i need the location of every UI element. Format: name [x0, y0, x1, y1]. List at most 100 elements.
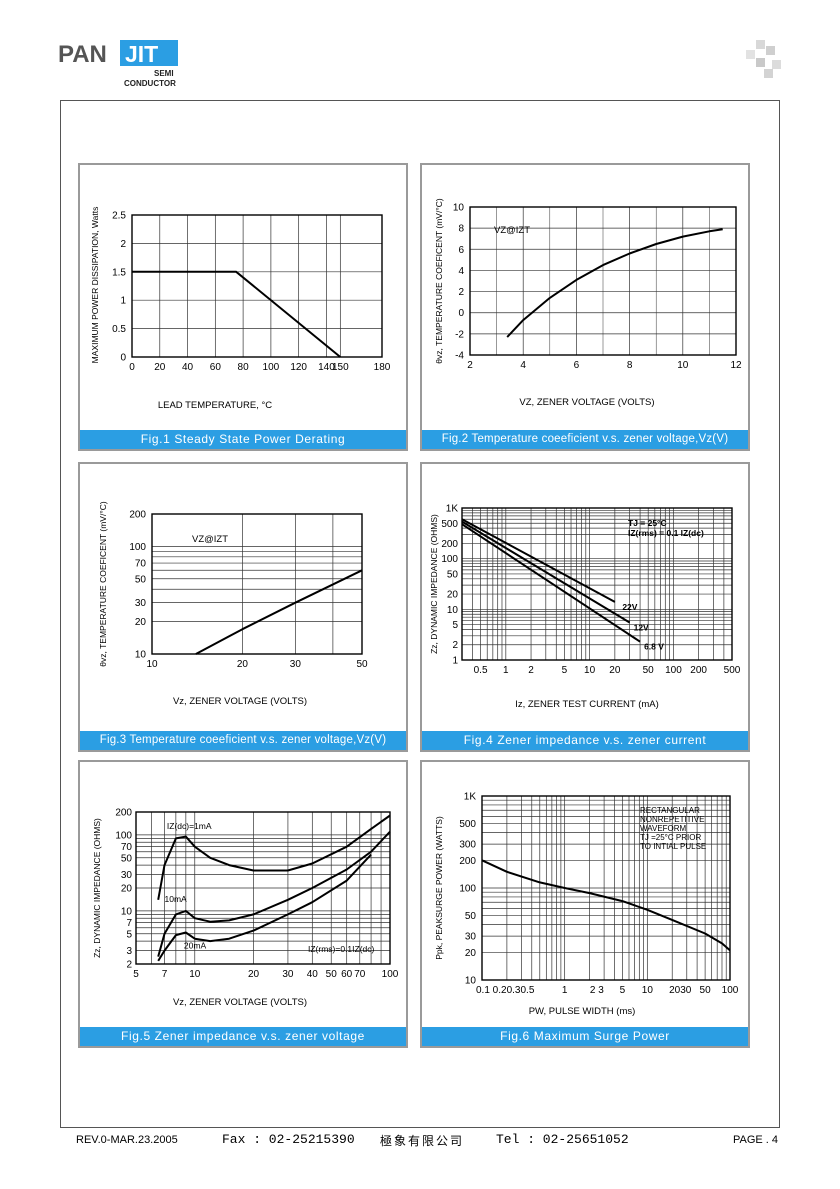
series-line	[157, 853, 372, 962]
y-tick-label: 200	[459, 856, 476, 867]
series-line	[461, 523, 641, 643]
y-axis-label: θvz, TEMPERATURE COEFICENT (mV/°C)	[98, 501, 108, 667]
x-tick-label: 20	[248, 969, 260, 980]
y-tick-label: 200	[115, 808, 132, 819]
y-tick-label: 30	[135, 598, 147, 609]
series-line	[157, 831, 391, 957]
y-tick-label: 70	[135, 559, 147, 570]
figure-3-chart: 10 20 30 50 10 20 30 50 70 100 200 Vz, ZENER VOLTAG…	[98, 501, 368, 707]
y-axis-label: θvz, TEMPERATURE COEFICENT (mV/°C)	[434, 198, 444, 364]
figure-3-caption: Fig.3 Temperature coeeficient v.s. zener…	[80, 731, 406, 750]
x-tick-label: 60	[341, 969, 353, 980]
x-axis-label: VZ, ZENER VOLTAGE (VOLTS)	[519, 397, 654, 408]
x-tick-label: 4	[520, 360, 526, 371]
x-tick-label: 10	[189, 969, 201, 980]
figure-1-caption: Fig.1 Steady State Power Derating	[80, 430, 406, 449]
x-tick-label: 100	[665, 665, 682, 676]
y-tick-label: 70	[121, 842, 133, 853]
y-tick-label: 50	[465, 911, 477, 922]
x-tick-label: 50	[326, 969, 338, 980]
y-tick-label: 200	[129, 510, 146, 521]
annotation-text: IZ(rms)=0.1IZ(dc)	[308, 944, 375, 954]
figure-5-chart: 5 7 10 20 30 40 50 60 70 10023571020305070100200V…	[92, 808, 399, 1009]
y-tick-label: 6	[458, 245, 464, 256]
y-tick-label: 20	[121, 884, 133, 895]
x-tick-label: 2030	[669, 985, 692, 996]
x-tick-label: 100	[263, 362, 280, 373]
x-tick-label: 2 3	[590, 985, 604, 996]
x-tick-label: 140	[318, 362, 335, 373]
y-tick-label: 8	[458, 224, 464, 235]
x-axis-label: LEAD TEMPERATURE, °C	[158, 400, 272, 411]
y-tick-label: 2.5	[112, 211, 126, 222]
x-tick-label: 20	[237, 659, 249, 670]
y-axis-label: Zz, DYNAMIC IMPEDANCE (OHMS)	[429, 514, 439, 654]
y-tick-label: 4	[458, 266, 464, 277]
y-tick-label: 1	[120, 296, 126, 307]
figure-2-chart: 2 4 6 8 10 12 -4 -2 0 2 4 6 8 10 VZ, ZENER VOLTAGE (VO…	[434, 198, 742, 408]
figure-5-panel: 5 7 10 20 30 40 50 60 70 100 2 3 5 7 10 20 30 50 70 100 200 V…	[78, 760, 408, 1048]
x-tick-label: 120	[290, 362, 307, 373]
series-line	[461, 520, 631, 624]
y-tick-label: 0	[120, 353, 126, 364]
y-axis-label: MAXIMUM POWER DISSIPATION, Watts	[90, 207, 100, 364]
figure-5-caption: Fig.5 Zener impedance v.s. zener voltage	[80, 1027, 406, 1046]
y-tick-label: 1K	[446, 504, 459, 515]
y-tick-label: 500	[441, 519, 458, 530]
logo-badge	[120, 40, 178, 66]
y-tick-label: 2	[458, 287, 464, 298]
plot-frame	[469, 206, 737, 356]
x-tick-label: 200	[690, 665, 707, 676]
y-tick-label: 50	[121, 853, 133, 864]
x-tick-label: 5	[620, 985, 626, 996]
logo-text-jit: JIT	[125, 41, 158, 67]
decorative-squares-icon	[746, 40, 781, 78]
logo-text-pan: PAN	[58, 41, 107, 68]
y-tick-label: 10	[453, 203, 465, 214]
logo-text-conductor: CONDUCTOR	[124, 79, 176, 88]
x-tick-label: 80	[238, 362, 250, 373]
figure-6-panel: 0.1 0.20.30.5 1 2 3 5 10 2030 50 100 10 20 30 50 100…	[420, 760, 750, 1048]
y-tick-label: 10	[447, 605, 459, 616]
x-tick-label: 12	[730, 360, 742, 371]
x-tick-label: 20	[609, 665, 621, 676]
series-label: 6.8 V	[644, 642, 664, 652]
series-line	[195, 569, 363, 655]
annotation-text: TJ = 25°C	[628, 518, 667, 528]
x-axis-label: Vz, ZENER VOLTAGE (VOLTS)	[173, 997, 307, 1008]
series-label: IZ(dc)=1mA	[167, 821, 212, 831]
y-tick-label: 50	[135, 574, 147, 585]
x-axis-label: Iz, ZENER TEST CURRENT (mA)	[515, 699, 659, 710]
annotation-text: TO INTIAL PULSE	[640, 842, 706, 851]
series-line	[481, 859, 731, 952]
series-label: 20mA	[184, 940, 207, 950]
x-tick-label: 10	[642, 985, 654, 996]
series-line	[157, 814, 391, 900]
y-tick-label: 500	[459, 819, 476, 830]
x-tick-label: 10	[677, 360, 689, 371]
fax-number: Fax : 02-25215390	[222, 1132, 355, 1147]
x-tick-label: 70	[354, 969, 366, 980]
plot-frame	[151, 513, 363, 655]
y-tick-label: 20	[447, 590, 459, 601]
annotation-text: VZ@IZT	[494, 225, 530, 236]
y-tick-label: 10	[121, 906, 133, 917]
y-tick-label: 30	[121, 870, 133, 881]
plot-frame	[135, 811, 391, 965]
x-tick-label: 10	[584, 665, 596, 676]
y-tick-label: 50	[447, 569, 459, 580]
figure-2-caption: Fig.2 Temperature coeeficient v.s. zener…	[422, 430, 748, 449]
x-tick-label: 6	[574, 360, 580, 371]
y-tick-label: 1K	[464, 792, 477, 803]
y-axis-label: Zz, DYNAMIC IMPEDANCE (OHMS)	[92, 818, 102, 958]
annotation-text: IZ(rms) = 0.1 IZ(dc)	[628, 528, 704, 538]
y-tick-label: 100	[441, 554, 458, 565]
y-tick-label: 200	[441, 539, 458, 550]
y-tick-label: 5	[452, 620, 458, 631]
x-tick-label: 0.1 0.20.30.5	[476, 985, 535, 996]
company-name: 極象有限公司	[380, 1134, 465, 1148]
annotation-text: TJ =25°C PRIOR	[640, 833, 701, 842]
y-tick-label: 30	[465, 932, 477, 943]
x-axis-label: PW, PULSE WIDTH (ms)	[529, 1006, 636, 1017]
panjit-logo: PAN JIT SEMI CONDUCTOR	[58, 40, 178, 88]
